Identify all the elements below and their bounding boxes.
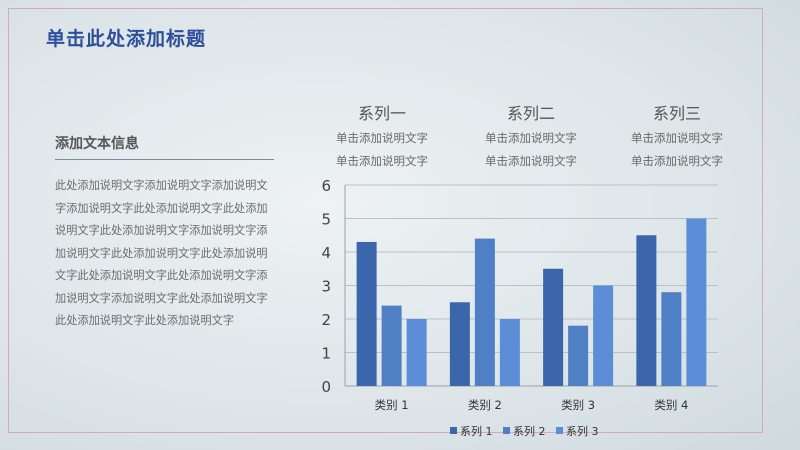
- series-head-desc-line2: 单击添加说明文字: [631, 154, 723, 168]
- y-tick-label: 1: [321, 345, 331, 363]
- x-tick-label: 类别 3: [561, 398, 595, 412]
- x-tick-label: 类别 4: [654, 398, 688, 412]
- series-head-desc-line2: 单击添加说明文字: [485, 154, 577, 168]
- series-head-title: 系列三: [652, 104, 701, 123]
- bar: [499, 319, 520, 386]
- bar: [381, 305, 402, 386]
- y-tick-label: 3: [321, 278, 331, 296]
- series-head-title: 系列二: [506, 104, 555, 123]
- bar: [449, 302, 470, 386]
- bar: [543, 268, 564, 386]
- series-head-1[interactable]: 系列一 单击添加说明文字 单击添加说明文字: [322, 103, 442, 171]
- bar: [661, 292, 682, 386]
- series-head-desc-line2: 单击添加说明文字: [336, 154, 428, 168]
- y-tick-label: 4: [321, 244, 331, 262]
- slide-frame: [8, 8, 763, 433]
- info-divider: [55, 159, 274, 160]
- bar: [406, 319, 427, 386]
- x-tick-label: 类别 2: [468, 398, 502, 412]
- slide-title[interactable]: 单击此处添加标题: [46, 28, 207, 50]
- y-tick-label: 5: [321, 211, 331, 229]
- bar: [356, 241, 377, 386]
- series-head-2[interactable]: 系列二 单击添加说明文字 单击添加说明文字: [471, 103, 591, 171]
- series-head-title: 系列一: [357, 104, 406, 123]
- legend-label: 系列 3: [566, 424, 599, 438]
- series-head-3[interactable]: 系列三 单击添加说明文字 单击添加说明文字: [617, 103, 737, 171]
- legend-label: 系列 1: [460, 424, 493, 438]
- y-tick-label: 0: [321, 378, 331, 396]
- bar: [593, 285, 614, 386]
- info-body-text[interactable]: 此处添加说明文字添加说明文字添加说明文字添加说明文字此处添加说明文字此处添加说明…: [55, 179, 268, 327]
- y-tick-label: 6: [321, 177, 331, 195]
- y-tick-label: 2: [321, 311, 331, 329]
- series-head-desc-line1: 单击添加说明文字: [631, 131, 723, 145]
- bar: [686, 218, 707, 386]
- bar: [636, 235, 657, 386]
- bar: [474, 238, 495, 386]
- legend-swatch: [556, 427, 563, 434]
- legend-label: 系列 2: [513, 424, 546, 438]
- series-head-desc-line1: 单击添加说明文字: [336, 131, 428, 145]
- legend-swatch: [503, 427, 510, 434]
- info-heading[interactable]: 添加文本信息: [55, 136, 139, 152]
- series-head-desc-line1: 单击添加说明文字: [485, 131, 577, 145]
- legend-swatch: [450, 427, 457, 434]
- bar: [568, 325, 589, 386]
- x-tick-label: 类别 1: [375, 398, 409, 412]
